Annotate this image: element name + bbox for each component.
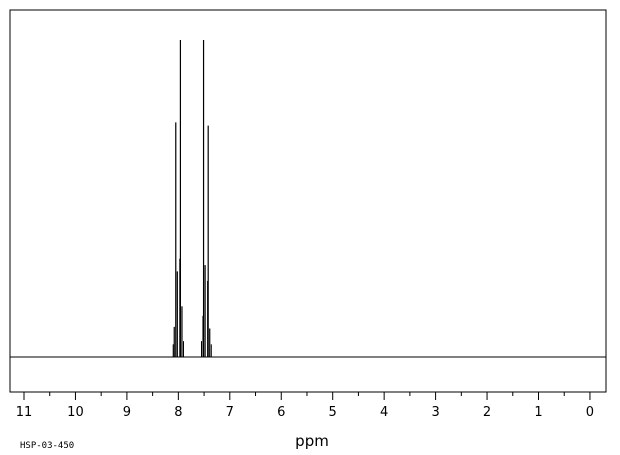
tick-label: 2 <box>483 405 491 420</box>
tick-label: 7 <box>226 405 234 420</box>
tick-label: 0 <box>586 405 594 420</box>
tick-label: 5 <box>329 405 337 420</box>
tick-label: 10 <box>67 405 84 420</box>
tick-label: 4 <box>380 405 388 420</box>
tick-label: 8 <box>174 405 182 420</box>
tick-label: 6 <box>277 405 285 420</box>
tick-label: 11 <box>16 405 33 420</box>
tick-label: 3 <box>431 405 439 420</box>
x-axis-title: ppm <box>295 432 329 450</box>
tick-label: 9 <box>123 405 131 420</box>
spectrum-id-label: HSP-03-450 <box>20 441 74 451</box>
plot-frame <box>9 9 607 393</box>
spectrum-series <box>172 40 212 357</box>
x-axis-ticks <box>23 392 591 400</box>
x-axis-tick-labels: 11 10 9 8 7 6 5 4 3 2 1 0 <box>16 405 594 420</box>
tick-label: 1 <box>534 405 542 420</box>
